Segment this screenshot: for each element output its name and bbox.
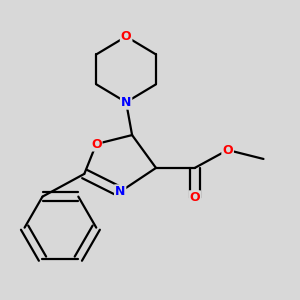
Text: O: O xyxy=(91,137,102,151)
Text: O: O xyxy=(121,30,131,43)
Text: O: O xyxy=(222,143,233,157)
Text: N: N xyxy=(115,185,125,198)
Text: O: O xyxy=(190,191,200,204)
Text: N: N xyxy=(121,96,131,109)
